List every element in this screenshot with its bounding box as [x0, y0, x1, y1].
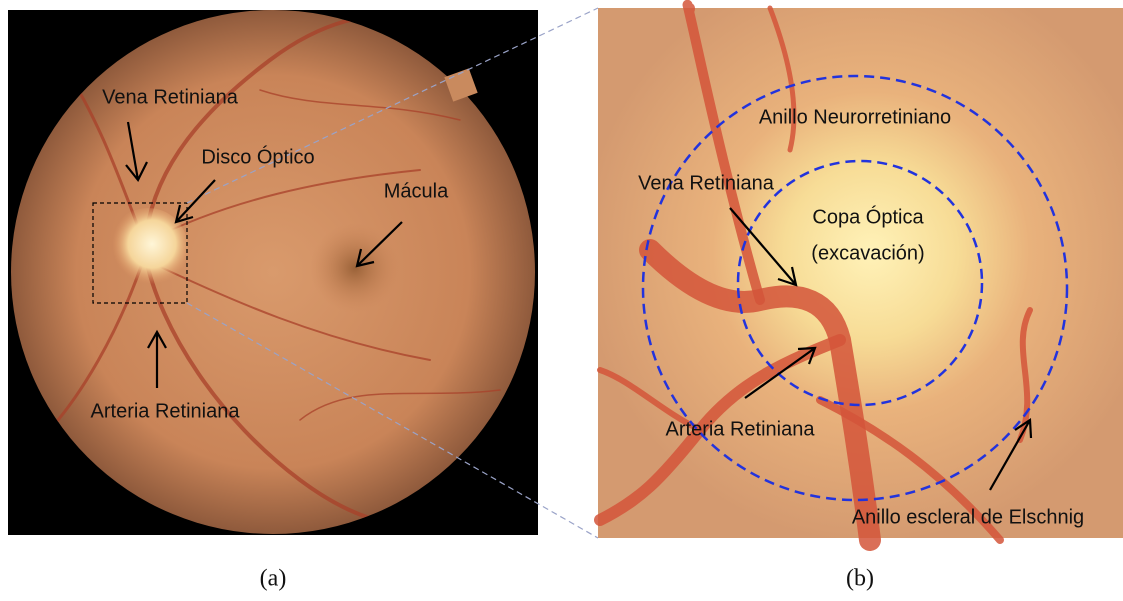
label: Anillo escleral de Elschnig [852, 506, 1084, 528]
caption: (b) [846, 566, 874, 592]
label: Mácula [384, 180, 449, 202]
label: Disco Óptico [201, 145, 314, 168]
zoom-box [92, 202, 188, 304]
label: Copa Óptica [812, 205, 924, 228]
caption: (a) [260, 566, 287, 592]
zoom-line [186, 7, 599, 204]
arrows-a [125, 121, 403, 388]
optic-disc [108, 208, 188, 288]
label: Vena Retiniana [638, 172, 775, 194]
label: Arteria Retiniana [666, 418, 816, 440]
arrows-b [729, 207, 1033, 491]
label: Anillo Neurorretiniano [759, 106, 951, 128]
zoom-vessels [594, 0, 1033, 551]
cup-ring [736, 159, 984, 407]
outer-ring [641, 74, 1069, 502]
label: (excavación) [811, 242, 924, 264]
label: Vena Retiniana [102, 86, 239, 108]
label: Arteria Retiniana [91, 400, 241, 422]
zoom-line [186, 302, 599, 539]
fundus [11, 10, 535, 534]
